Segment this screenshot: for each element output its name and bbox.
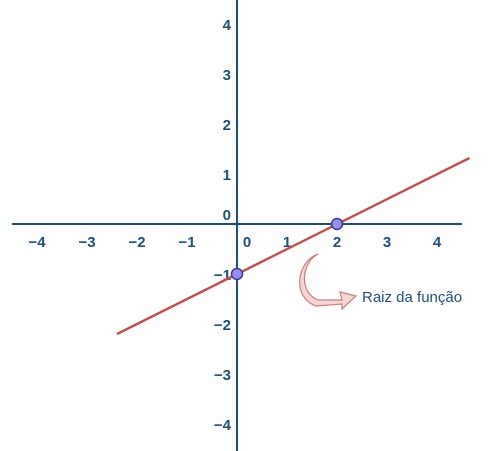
x-tick-label: 3 <box>383 234 391 251</box>
y-tick-label: −2 <box>214 317 231 334</box>
y-tick-label: 2 <box>223 117 231 134</box>
y-tick-label: −4 <box>214 417 232 434</box>
x-tick-label: 0 <box>243 234 251 251</box>
function-line-layer <box>116 156 471 336</box>
x-tick-label: −3 <box>78 234 95 251</box>
function-line <box>116 156 471 336</box>
axes <box>12 0 462 451</box>
x-tick-label: 4 <box>433 234 442 251</box>
root-annotation: Raiz da função <box>299 253 462 311</box>
y-tick-label: 4 <box>223 17 232 34</box>
annotation-label: Raiz da função <box>362 289 462 306</box>
y-tick-label: 3 <box>223 67 231 84</box>
y-tick-label: 0 <box>223 207 231 224</box>
highlight-points <box>230 217 344 281</box>
x-tick-label: −1 <box>178 234 195 251</box>
x-tick-label: 2 <box>333 234 341 251</box>
x-tick-label: −2 <box>128 234 145 251</box>
x-tick-label: −4 <box>28 234 46 251</box>
highlight-point <box>230 267 244 281</box>
y-tick-label: 1 <box>223 167 231 184</box>
highlight-point <box>330 217 344 231</box>
x-tick-label: 1 <box>283 234 291 251</box>
y-tick-label: −3 <box>214 367 231 384</box>
curved-arrow-icon <box>299 253 358 311</box>
x-tick-labels: −4 −3 −2 −1 0 1 2 3 4 <box>28 234 441 251</box>
